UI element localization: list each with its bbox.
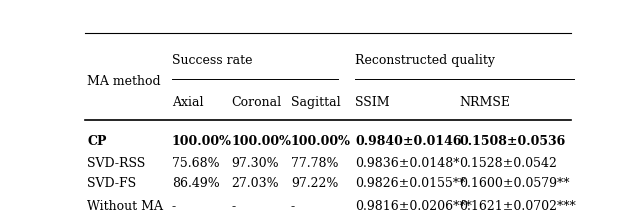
Text: 100.00%: 100.00% [231, 135, 291, 148]
Text: 97.22%: 97.22% [291, 177, 338, 190]
Text: 0.9816±0.0206***: 0.9816±0.0206*** [355, 200, 472, 213]
Text: -: - [231, 200, 236, 213]
Text: Success rate: Success rate [172, 54, 252, 67]
Text: Axial: Axial [172, 96, 204, 109]
Text: 75.68%: 75.68% [172, 157, 220, 170]
Text: 0.9826±0.0155**: 0.9826±0.0155** [355, 177, 466, 190]
Text: 0.1621±0.0702***: 0.1621±0.0702*** [460, 200, 576, 213]
Text: SVD-FS: SVD-FS [88, 177, 136, 190]
Text: SVD-RSS: SVD-RSS [88, 157, 146, 170]
Text: Coronal: Coronal [231, 96, 282, 109]
Text: SSIM: SSIM [355, 96, 390, 109]
Text: Without MA: Without MA [88, 200, 163, 213]
Text: Reconstructed quality: Reconstructed quality [355, 54, 495, 67]
Text: MA method: MA method [88, 75, 161, 88]
Text: 100.00%: 100.00% [291, 135, 351, 148]
Text: -: - [172, 200, 176, 213]
Text: NRMSE: NRMSE [460, 96, 511, 109]
Text: 0.1600±0.0579**: 0.1600±0.0579** [460, 177, 570, 190]
Text: 86.49%: 86.49% [172, 177, 220, 190]
Text: 0.1508±0.0536: 0.1508±0.0536 [460, 135, 566, 148]
Text: Sagittal: Sagittal [291, 96, 340, 109]
Text: 0.9840±0.0146: 0.9840±0.0146 [355, 135, 462, 148]
Text: CP: CP [88, 135, 107, 148]
Text: 27.03%: 27.03% [231, 177, 279, 190]
Text: 100.00%: 100.00% [172, 135, 232, 148]
Text: 0.9836±0.0148*: 0.9836±0.0148* [355, 157, 460, 170]
Text: 0.1528±0.0542: 0.1528±0.0542 [460, 157, 557, 170]
Text: -: - [291, 200, 295, 213]
Text: 97.30%: 97.30% [231, 157, 279, 170]
Text: 77.78%: 77.78% [291, 157, 339, 170]
